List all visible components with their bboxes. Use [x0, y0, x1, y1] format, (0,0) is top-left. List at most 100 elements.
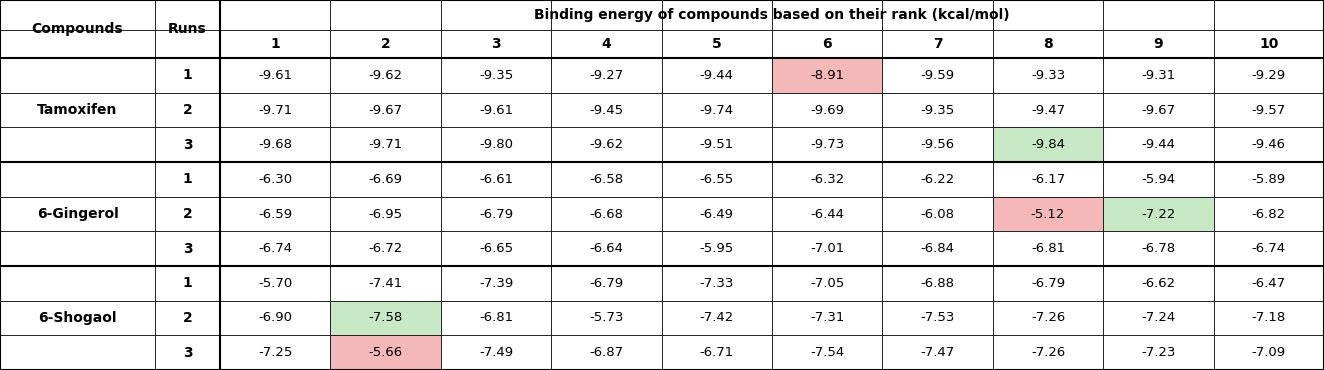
Text: -7.24: -7.24	[1141, 312, 1176, 324]
Text: -6.69: -6.69	[368, 173, 402, 186]
Text: -9.61: -9.61	[258, 69, 293, 82]
Text: -9.80: -9.80	[479, 138, 512, 151]
Text: -6.08: -6.08	[920, 208, 955, 221]
Text: -6.72: -6.72	[368, 242, 402, 255]
Text: -9.59: -9.59	[920, 69, 955, 82]
Text: -6.78: -6.78	[1141, 242, 1176, 255]
Text: -7.01: -7.01	[810, 242, 845, 255]
Text: -6.81: -6.81	[1031, 242, 1064, 255]
Text: -6.71: -6.71	[699, 346, 733, 359]
Text: -6.58: -6.58	[589, 173, 624, 186]
Text: -9.46: -9.46	[1251, 138, 1286, 151]
Text: -5.95: -5.95	[699, 242, 733, 255]
Text: -9.27: -9.27	[589, 69, 624, 82]
Text: -9.84: -9.84	[1031, 138, 1064, 151]
Text: Binding energy of compounds based on their rank (kcal/mol): Binding energy of compounds based on the…	[534, 8, 1010, 22]
Text: -7.18: -7.18	[1251, 312, 1286, 324]
Text: 7: 7	[933, 37, 943, 51]
Text: -7.58: -7.58	[368, 312, 402, 324]
Text: -6.79: -6.79	[589, 277, 624, 290]
Text: -6.88: -6.88	[920, 277, 955, 290]
Text: Runs: Runs	[168, 22, 207, 36]
Text: -5.94: -5.94	[1141, 173, 1176, 186]
Text: 1: 1	[270, 37, 281, 51]
Text: -9.71: -9.71	[368, 138, 402, 151]
Text: -9.57: -9.57	[1251, 104, 1286, 117]
Text: -5.12: -5.12	[1031, 208, 1066, 221]
Text: -6.47: -6.47	[1251, 277, 1286, 290]
Text: Compounds: Compounds	[32, 22, 123, 36]
Text: -7.26: -7.26	[1031, 346, 1064, 359]
Bar	[772, 58, 882, 92]
Text: -6.44: -6.44	[810, 208, 845, 221]
Text: -9.62: -9.62	[589, 138, 624, 151]
Text: -7.47: -7.47	[920, 346, 955, 359]
Text: -6.55: -6.55	[699, 173, 733, 186]
Text: -9.33: -9.33	[1031, 69, 1064, 82]
Text: -6.82: -6.82	[1251, 208, 1286, 221]
Text: 10: 10	[1259, 37, 1279, 51]
Text: -6.68: -6.68	[589, 208, 624, 221]
Bar	[993, 127, 1103, 162]
Text: 1: 1	[183, 276, 192, 290]
Text: -6.22: -6.22	[920, 173, 955, 186]
Text: -6.90: -6.90	[258, 312, 293, 324]
Text: 3: 3	[183, 242, 192, 256]
Text: -9.35: -9.35	[479, 69, 514, 82]
Text: -6.79: -6.79	[1031, 277, 1064, 290]
Text: -6.59: -6.59	[258, 208, 293, 221]
Text: -6.49: -6.49	[700, 208, 733, 221]
Text: 9: 9	[1153, 37, 1164, 51]
Text: 5: 5	[712, 37, 722, 51]
Text: -5.73: -5.73	[589, 312, 624, 324]
Text: -6.61: -6.61	[479, 173, 514, 186]
Text: -5.70: -5.70	[258, 277, 293, 290]
Text: 1: 1	[183, 68, 192, 83]
Text: -9.74: -9.74	[700, 104, 733, 117]
Text: 6: 6	[822, 37, 831, 51]
Text: -7.22: -7.22	[1141, 208, 1176, 221]
Text: -6.79: -6.79	[479, 208, 514, 221]
Bar	[331, 335, 441, 370]
Text: -7.53: -7.53	[920, 312, 955, 324]
Text: -6.74: -6.74	[1251, 242, 1286, 255]
Text: -9.44: -9.44	[700, 69, 733, 82]
Bar	[1103, 197, 1214, 231]
Text: -7.25: -7.25	[258, 346, 293, 359]
Text: 2: 2	[381, 37, 391, 51]
Text: -9.67: -9.67	[368, 104, 402, 117]
Bar	[993, 197, 1103, 231]
Text: Tamoxifen: Tamoxifen	[37, 103, 118, 117]
Text: -8.91: -8.91	[810, 69, 845, 82]
Text: -6.81: -6.81	[479, 312, 514, 324]
Text: 3: 3	[183, 346, 192, 360]
Text: -9.35: -9.35	[920, 104, 955, 117]
Text: -7.26: -7.26	[1031, 312, 1064, 324]
Text: -5.89: -5.89	[1251, 173, 1286, 186]
Text: -6.30: -6.30	[258, 173, 293, 186]
Text: -7.41: -7.41	[368, 277, 402, 290]
Text: 1: 1	[183, 172, 192, 186]
Text: -9.73: -9.73	[810, 138, 845, 151]
Text: 6-Shogaol: 6-Shogaol	[38, 311, 117, 325]
Text: 3: 3	[491, 37, 500, 51]
Text: -9.44: -9.44	[1141, 138, 1176, 151]
Text: -6.64: -6.64	[589, 242, 624, 255]
Text: -5.66: -5.66	[368, 346, 402, 359]
Text: -6.65: -6.65	[479, 242, 514, 255]
Text: -9.56: -9.56	[920, 138, 955, 151]
Text: -9.62: -9.62	[368, 69, 402, 82]
Text: -9.29: -9.29	[1251, 69, 1286, 82]
Text: -9.67: -9.67	[1141, 104, 1176, 117]
Text: -9.68: -9.68	[258, 138, 293, 151]
Text: -6.17: -6.17	[1031, 173, 1064, 186]
Text: -7.33: -7.33	[699, 277, 733, 290]
Text: -9.61: -9.61	[479, 104, 514, 117]
Text: -6.74: -6.74	[258, 242, 293, 255]
Text: 8: 8	[1043, 37, 1053, 51]
Text: 6-Gingerol: 6-Gingerol	[37, 207, 118, 221]
Bar	[331, 301, 441, 335]
Text: -6.62: -6.62	[1141, 277, 1176, 290]
Text: 4: 4	[601, 37, 612, 51]
Text: -7.23: -7.23	[1141, 346, 1176, 359]
